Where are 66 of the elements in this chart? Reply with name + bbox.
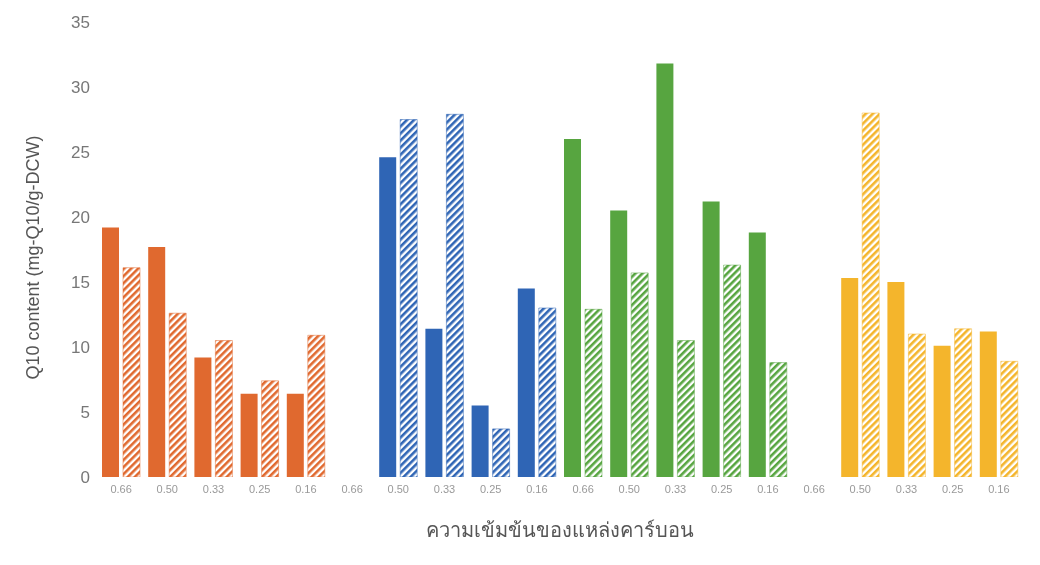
- x-tick-label: 0.25: [248, 482, 271, 495]
- bar: [564, 139, 581, 477]
- x-tick-label: 0.33: [433, 482, 456, 495]
- bar: [425, 328, 443, 477]
- bar: [307, 335, 326, 477]
- x-tick-label: 0.25: [479, 482, 502, 495]
- bar: [538, 307, 557, 477]
- x-tick-label: 0.66: [341, 482, 363, 495]
- x-tick-label: 0.16: [988, 482, 1010, 495]
- bar: [446, 114, 464, 477]
- x-tick-label: 0.33: [895, 482, 918, 495]
- bar: [1000, 361, 1019, 477]
- bar: [630, 272, 649, 477]
- x-tick-label: 0.66: [803, 482, 825, 495]
- bar: [148, 246, 166, 477]
- bar: [471, 405, 489, 477]
- bar: [379, 157, 397, 477]
- bar: [887, 282, 905, 477]
- x-tick-label: 0.66: [110, 482, 132, 495]
- bar: [399, 119, 418, 477]
- bar: [723, 264, 741, 477]
- x-tick-label: 0.50: [618, 482, 641, 495]
- bar: [102, 227, 119, 477]
- bar: [769, 362, 788, 477]
- bar: [979, 331, 997, 477]
- bar: [517, 288, 535, 477]
- bar: [122, 267, 141, 477]
- x-tick-label: 0.16: [295, 482, 317, 495]
- bar: [933, 345, 951, 477]
- x-tick-label: 0.33: [664, 482, 687, 495]
- y-tick-label: 20: [71, 208, 90, 228]
- bar: [908, 333, 926, 477]
- x-tick-label: 0.16: [526, 482, 548, 495]
- x-tick-label: 0.25: [941, 482, 964, 495]
- x-tick-label: 0.50: [849, 482, 872, 495]
- bar: [168, 312, 187, 477]
- bar: [748, 232, 766, 477]
- x-tick-label: 0.50: [156, 482, 179, 495]
- x-tick-label: 0.50: [387, 482, 410, 495]
- y-tick-label: 15: [71, 273, 90, 293]
- y-tick-label: 25: [71, 143, 90, 163]
- x-tick-label: 0.33: [202, 482, 225, 495]
- bar: [677, 340, 695, 477]
- bar: [954, 328, 972, 477]
- y-tick-label: 5: [80, 403, 90, 423]
- bar: [240, 393, 258, 477]
- bar: [215, 340, 233, 477]
- x-axis-title: ความเข้มข้นของแหล่งคาร์บอน: [426, 519, 694, 541]
- bar: [861, 112, 880, 477]
- bar: [610, 210, 628, 477]
- bar: [584, 309, 603, 477]
- bar: [841, 278, 859, 477]
- x-tick-label: 0.25: [710, 482, 733, 495]
- bar: [286, 393, 304, 477]
- y-tick-label: 10: [71, 338, 90, 358]
- y-tick-label: 30: [71, 78, 90, 98]
- bar: [492, 428, 510, 477]
- bar: [702, 201, 720, 477]
- y-axis-title: Q10 content (mg-Q10/g-DCW): [23, 135, 44, 380]
- x-tick-label: 0.16: [757, 482, 779, 495]
- y-tick-label: 35: [71, 13, 90, 33]
- bar: [656, 63, 674, 477]
- y-tick-label: 0: [80, 468, 90, 488]
- bar: [261, 380, 279, 477]
- x-tick-label: 0.66: [572, 482, 594, 495]
- bar: [194, 357, 212, 477]
